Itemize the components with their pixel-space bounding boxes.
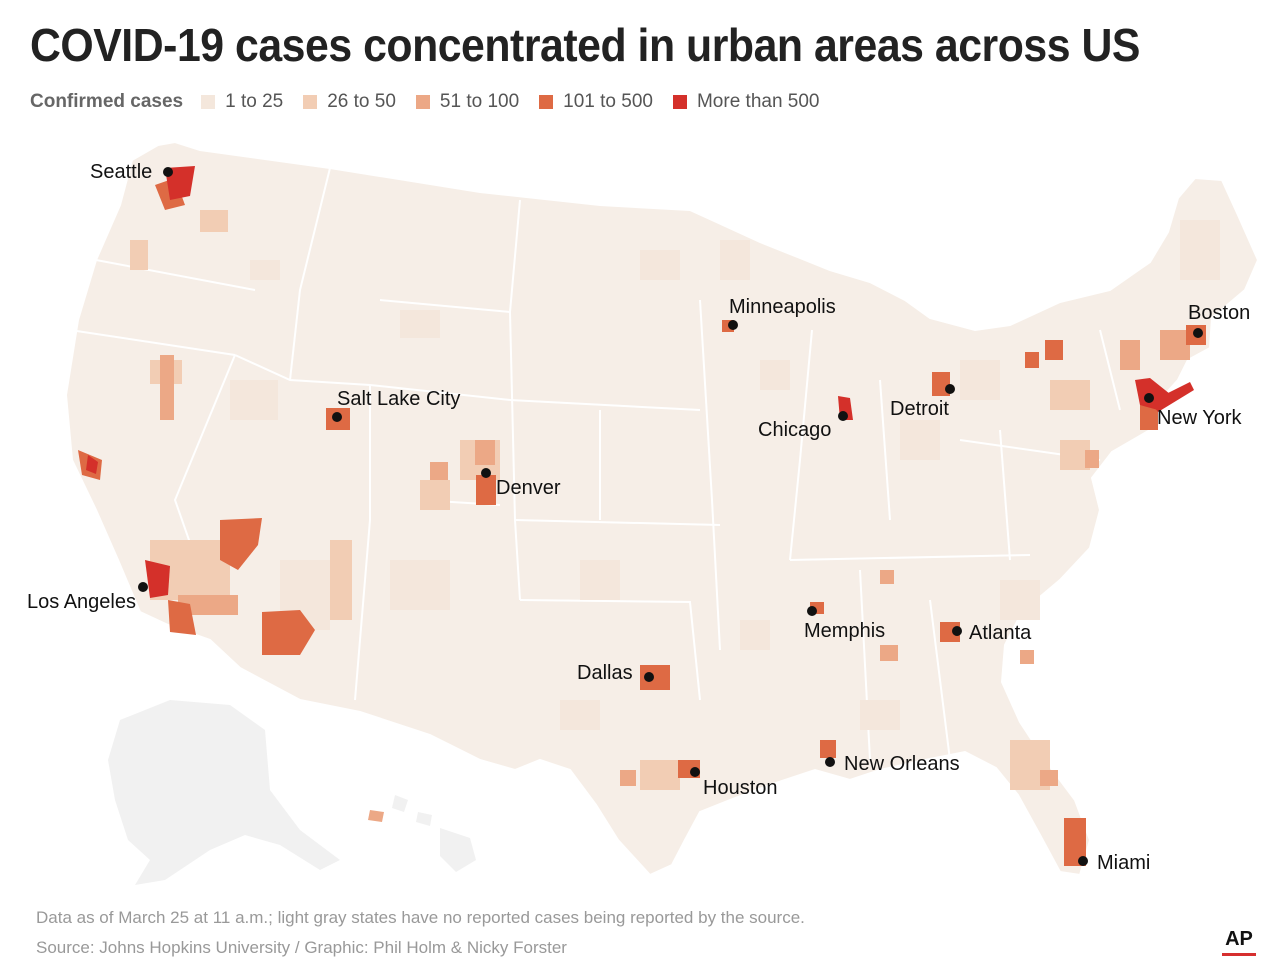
city-dot-salt-lake-city xyxy=(332,412,342,422)
city-label-seattle: Seattle xyxy=(90,161,152,183)
legend-label: 26 to 50 xyxy=(327,91,396,112)
city-layer: Seattle Minneapolis Boston Salt Lake City De… xyxy=(27,161,1250,874)
ap-logo: AP xyxy=(1222,928,1256,956)
legend: Confirmed cases 1 to 25 26 to 50 51 to 1… xyxy=(30,90,840,114)
legend-item-51-to-100: 51 to 100 xyxy=(415,91,520,113)
legend-swatch xyxy=(415,95,430,109)
legend-swatch xyxy=(303,95,318,109)
city-dot-houston xyxy=(690,767,700,777)
city-dot-new-orleans xyxy=(825,757,835,767)
legend-swatch xyxy=(201,95,216,109)
legend-swatch xyxy=(539,95,554,109)
legend-swatch xyxy=(672,95,687,109)
us-county-map: Seattle Minneapolis Boston Salt Lake City De… xyxy=(27,140,1260,885)
city-dot-detroit xyxy=(945,384,955,394)
hawaii-county xyxy=(368,810,384,822)
city-label-dallas: Dallas xyxy=(577,662,633,684)
city-dot-los-angeles xyxy=(138,582,148,592)
city-dot-dallas xyxy=(644,672,654,682)
county-patches-hotspot xyxy=(86,166,1194,598)
city-label-minneapolis: Minneapolis xyxy=(729,296,836,318)
city-dot-boston xyxy=(1193,328,1203,338)
city-label-salt-lake-city: Salt Lake City xyxy=(337,388,460,410)
city-dot-memphis xyxy=(807,606,817,616)
city-label-miami: Miami xyxy=(1097,852,1150,874)
legend-item-1-to-25: 1 to 25 xyxy=(201,91,283,113)
city-label-boston: Boston xyxy=(1188,302,1250,324)
ap-logo-text: AP xyxy=(1225,928,1253,950)
county-patches-medium xyxy=(160,355,1099,786)
contiguous-us-shape xyxy=(64,140,1260,877)
city-label-chicago: Chicago xyxy=(758,419,831,441)
alaska-shape xyxy=(108,700,340,885)
legend-item-more-than-500: More than 500 xyxy=(672,91,820,113)
ap-logo-bar xyxy=(1222,953,1256,956)
city-dot-denver xyxy=(481,468,491,478)
map-title: COVID-19 cases concentrated in urban are… xyxy=(30,19,1140,71)
data-note: Data as of March 25 at 11 a.m.; light gr… xyxy=(36,908,805,927)
source-credit: Source: Johns Hopkins University / Graph… xyxy=(36,938,567,957)
city-dot-minneapolis xyxy=(728,320,738,330)
legend-item-26-to-50: 26 to 50 xyxy=(303,91,396,113)
city-dot-new-york xyxy=(1144,393,1154,403)
city-label-houston: Houston xyxy=(703,777,778,799)
city-label-los-angeles: Los Angeles xyxy=(27,591,136,613)
city-dot-atlanta xyxy=(952,626,962,636)
city-dot-chicago xyxy=(838,411,848,421)
legend-item-101-to-500: 101 to 500 xyxy=(539,91,653,113)
city-label-new-orleans: New Orleans xyxy=(844,753,960,775)
city-label-memphis: Memphis xyxy=(804,620,885,642)
legend-title: Confirmed cases xyxy=(30,91,184,112)
legend-label: More than 500 xyxy=(696,91,820,112)
legend-label: 1 to 25 xyxy=(225,91,284,112)
city-label-atlanta: Atlanta xyxy=(969,622,1032,644)
legend-label: 101 to 500 xyxy=(563,91,653,112)
city-label-denver: Denver xyxy=(496,477,561,499)
legend-label: 51 to 100 xyxy=(439,91,520,112)
city-dot-miami xyxy=(1078,856,1088,866)
city-dot-seattle xyxy=(163,167,173,177)
city-label-detroit: Detroit xyxy=(890,398,949,420)
hawaii-shape xyxy=(392,795,476,872)
city-label-new-york: New York xyxy=(1157,407,1242,429)
